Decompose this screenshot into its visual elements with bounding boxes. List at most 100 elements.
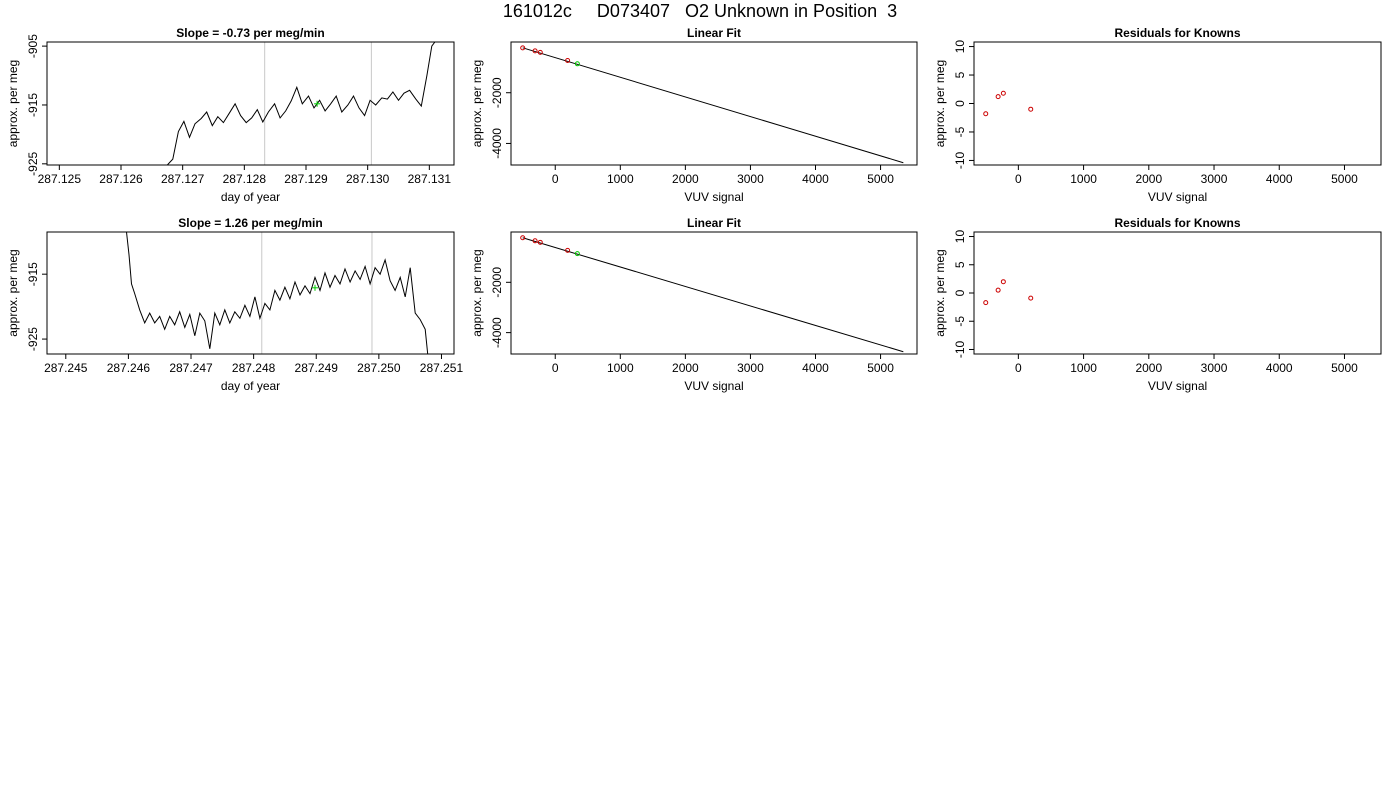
x-tick-label: 287.249	[295, 361, 339, 375]
data-point	[532, 48, 538, 54]
x-tick-label: 1000	[607, 361, 634, 375]
y-tick-label: 10	[953, 230, 967, 244]
x-tick-label: 1000	[1070, 172, 1097, 186]
y-tick-label: 0	[953, 100, 967, 107]
data-point	[1028, 106, 1034, 112]
y-tick-label: -2000	[490, 77, 504, 108]
data-point	[1028, 295, 1034, 301]
data-point	[1000, 90, 1006, 96]
y-tick-label: 5	[953, 261, 967, 268]
page-title: 161012c D073407 O2 Unknown in Position 3	[502, 1, 898, 21]
chart-title: Linear Fit	[687, 26, 741, 40]
x-axis-label: VUV signal	[1148, 190, 1207, 204]
plot-area	[520, 235, 904, 353]
data-point	[520, 235, 526, 241]
data-point	[532, 238, 538, 244]
y-axis-label: approx. per meg	[470, 60, 484, 147]
plot-area	[126, 232, 429, 354]
y-tick-label: -2000	[490, 267, 504, 298]
x-axis-label: VUV signal	[684, 190, 743, 204]
chart-title: Residuals for Knowns	[1114, 216, 1240, 230]
x-tick-label: 2000	[672, 172, 699, 186]
y-tick-label: -915	[26, 93, 40, 117]
x-tick-label: 4000	[802, 361, 829, 375]
x-tick-label: 287.245	[44, 361, 88, 375]
y-axis-label: approx. per meg	[933, 249, 947, 336]
chart-panel-2: Linear Fit 0 1000 2000 3000 4000 5000 -4000 -200…	[470, 26, 918, 204]
x-tick-label: 4000	[1266, 172, 1293, 186]
fit-line	[522, 47, 904, 164]
y-axis-label: approx. per meg	[933, 60, 947, 147]
x-tick-label: 3000	[737, 172, 764, 186]
data-point	[983, 111, 989, 117]
x-tick-label: 287.131	[408, 172, 452, 186]
x-tick-label: 5000	[1331, 172, 1358, 186]
x-tick-label: 0	[552, 361, 559, 375]
plot-frame	[46, 41, 455, 166]
y-tick-label: -4000	[490, 128, 504, 159]
y-tick-label: -5	[953, 126, 967, 137]
x-tick-label: 1000	[607, 172, 634, 186]
data-point	[1000, 279, 1006, 285]
y-axis-label: approx. per meg	[470, 249, 484, 336]
unknown-point	[574, 251, 580, 257]
y-tick-label: -10	[953, 151, 967, 169]
plot-frame	[973, 41, 1382, 166]
x-tick-label: 0	[1015, 361, 1022, 375]
plot-area	[983, 90, 1034, 117]
data-point	[995, 94, 1001, 100]
x-tick-label: 5000	[867, 361, 894, 375]
y-axis-label: approx. per meg	[6, 60, 20, 147]
x-tick-label: 287.250	[357, 361, 401, 375]
y-tick-label: -915	[26, 262, 40, 286]
series-line	[166, 42, 436, 165]
x-tick-label: 4000	[802, 172, 829, 186]
x-tick-label: 287.128	[223, 172, 267, 186]
x-tick-label: 287.248	[232, 361, 276, 375]
y-tick-label: -10	[953, 340, 967, 358]
x-tick-label: 287.130	[346, 172, 390, 186]
x-tick-label: 2000	[672, 361, 699, 375]
x-tick-label: 287.129	[284, 172, 328, 186]
x-axis-label: day of year	[221, 379, 280, 393]
x-tick-label: 5000	[867, 172, 894, 186]
chart-panel-3: Residuals for Knowns 0 1000 2000 3000 4000 500…	[933, 26, 1382, 204]
chart-panel-4: Slope = 1.26 per meg/min 287.245 287.246 28…	[6, 216, 463, 393]
x-tick-label: 3000	[737, 361, 764, 375]
x-tick-label: 287.247	[169, 361, 213, 375]
y-tick-label: 0	[953, 289, 967, 296]
plot-area	[166, 42, 436, 165]
chart-panel-1: Slope = -0.73 per meg/min 287.125 287.126 2…	[6, 26, 455, 204]
y-tick-label: -925	[26, 151, 40, 175]
x-axis-label: day of year	[221, 190, 280, 204]
fit-line	[522, 237, 904, 353]
x-tick-label: 0	[552, 172, 559, 186]
y-tick-label: -905	[26, 34, 40, 58]
chart-panel-6: Residuals for Knowns 0 1000 2000 3000 4000 500…	[933, 216, 1382, 393]
y-axis-label: approx. per meg	[6, 249, 20, 336]
data-point	[520, 45, 526, 51]
x-axis-label: VUV signal	[684, 379, 743, 393]
data-point	[995, 287, 1001, 293]
data-point	[565, 247, 571, 253]
chart-title: Residuals for Knowns	[1114, 26, 1240, 40]
plot-frame	[510, 41, 918, 166]
x-tick-label: 287.125	[38, 172, 82, 186]
plot-frame	[973, 231, 1382, 355]
y-tick-label: -5	[953, 316, 967, 327]
x-tick-label: 1000	[1070, 361, 1097, 375]
x-tick-label: 287.126	[99, 172, 143, 186]
plot-frame	[46, 231, 455, 355]
x-tick-label: 0	[1015, 172, 1022, 186]
y-tick-label: -4000	[490, 317, 504, 348]
series-line	[126, 232, 429, 354]
data-point	[537, 239, 543, 245]
x-axis-label: VUV signal	[1148, 379, 1207, 393]
x-tick-label: 3000	[1201, 361, 1228, 375]
chart-title: Slope = -0.73 per meg/min	[176, 26, 324, 40]
data-point	[537, 49, 543, 55]
chart-title: Slope = 1.26 per meg/min	[178, 216, 322, 230]
plot-area	[983, 279, 1034, 306]
data-point	[983, 300, 989, 306]
